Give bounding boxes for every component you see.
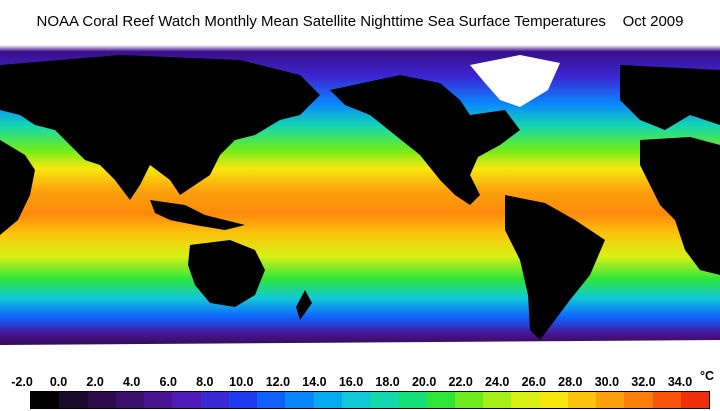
new-zealand [296,290,312,320]
tick-label: 20.0 [411,375,437,389]
tick-label: 8.0 [196,375,214,389]
sst-map [0,45,720,370]
color-swatch [680,392,709,408]
color-swatch [483,392,512,408]
australia [188,240,265,307]
tick-label: 24.0 [485,375,510,389]
color-swatch [398,392,427,408]
color-swatch [228,392,257,408]
color-swatch [426,392,455,408]
tick-label: 6.0 [159,375,177,389]
color-swatch [144,392,173,408]
europe-east [620,65,720,130]
color-swatch [341,392,370,408]
unit-label: °C [700,369,715,383]
antarctica [0,340,720,370]
tick-label: 4.0 [122,375,141,389]
color-swatch [87,392,116,408]
color-swatch [511,392,540,408]
color-scale: -2.0 0.0 2.0 4.0 6.0 8.0 10.0 12.0 14.0 16.0 18.0 2… [0,369,720,411]
scale-labels: -2.0 0.0 2.0 4.0 6.0 8.0 10.0 12.0 14.0 16.0 18.0 2… [0,375,720,391]
indonesia [150,200,245,230]
color-swatch [567,392,596,408]
map-title: NOAA Coral Reef Watch Monthly Mean Satel… [36,13,684,30]
tick-label: 0.0 [49,375,68,389]
tick-label: 26.0 [521,375,546,389]
color-swatch [172,392,201,408]
tick-label: 28.0 [558,375,583,389]
tick-label: 18.0 [375,375,400,389]
color-swatch [652,392,681,408]
tick-label: 30.0 [594,375,620,389]
tick-label: 12.0 [265,375,291,389]
south-america [505,195,605,340]
tick-label: 32.0 [631,375,656,389]
color-swatch [624,392,653,408]
color-swatch [454,392,483,408]
color-swatch [59,392,88,408]
color-swatch [31,392,60,408]
color-swatch [200,392,229,408]
africa-west [0,140,35,235]
color-swatch [370,392,399,408]
color-swatch [313,392,342,408]
color-swatch [257,392,286,408]
tick-label: -2.0 [11,375,33,389]
color-swatch [285,392,314,408]
tick-label: 16.0 [338,375,364,389]
tick-label: 22.0 [448,375,473,389]
greenland [470,55,560,107]
tick-label: 10.0 [229,375,254,389]
tick-label: 2.0 [86,375,104,389]
north-america [330,75,520,205]
color-swatch [539,392,568,408]
africa [640,137,720,275]
color-swatch [115,392,144,408]
tick-label: 14.0 [302,375,327,389]
tick-label: 34.0 [667,375,693,389]
color-swatch [596,392,625,408]
eurasia [0,55,320,200]
color-bar [30,391,710,409]
